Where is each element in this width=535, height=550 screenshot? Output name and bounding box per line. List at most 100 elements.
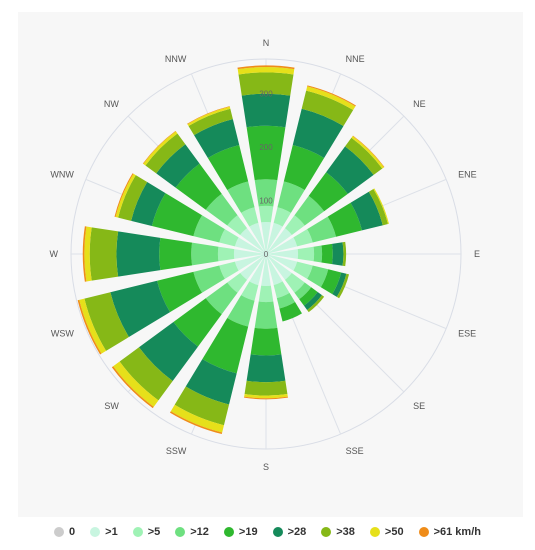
sector-nw-gt1	[240, 228, 266, 254]
radial-tick-label: 100	[259, 197, 273, 206]
legend-label: >5	[147, 526, 161, 538]
sector-n-gt1	[261, 221, 271, 254]
sector-sw-gt5	[227, 272, 248, 293]
sector-sw-gt12	[205, 282, 238, 315]
sector-ssw-gt12	[227, 295, 255, 327]
sector-ese-gt38	[336, 273, 350, 299]
sector-s-gt5	[258, 285, 274, 303]
sector-wsw-gt28	[110, 280, 171, 338]
sector-ene-gt38	[368, 188, 388, 226]
sector-sw-gt1	[240, 254, 266, 280]
sector-nw-gt5	[227, 215, 248, 236]
sector-n-gt19	[246, 125, 286, 181]
legend-item[interactable]: >12	[175, 526, 209, 538]
legend-swatch	[90, 527, 101, 537]
sector-wnw-gt50	[115, 173, 136, 218]
sector-w-gt61	[82, 226, 87, 282]
legend-label: >61 km/h	[433, 526, 481, 538]
sector-w-gt50	[84, 226, 92, 282]
sector-e-gt12	[313, 245, 323, 263]
sector-wsw-gt50	[79, 298, 107, 354]
sector-nne-gt12	[277, 181, 305, 213]
sector-wnw-gt61	[114, 173, 134, 218]
sector-se-gt1	[266, 254, 292, 280]
sector-ene-gt12	[307, 216, 337, 243]
legend-swatch	[369, 527, 380, 537]
direction-label-nne: NNE	[346, 54, 365, 64]
sector-sw-gt50	[113, 361, 159, 407]
sector-wsw-gt19	[157, 271, 203, 313]
legend-swatch	[175, 527, 186, 537]
direction-label-ese: ESE	[458, 329, 476, 339]
legend-item[interactable]: >38	[321, 526, 355, 538]
sector-w-gt5	[217, 246, 235, 262]
sector-wsw-gt1	[234, 254, 266, 271]
sector-e-gt5	[297, 246, 315, 262]
sector-sse-gt1	[266, 254, 283, 286]
sector-ne-gt1	[266, 228, 292, 254]
sector-wsw-gt12	[193, 265, 225, 293]
sector-e-gt19	[321, 243, 333, 265]
sector-nne-gt50	[306, 86, 356, 111]
legend-swatch	[321, 527, 332, 537]
sector-s-gt50	[244, 393, 288, 399]
legend-swatch	[418, 527, 429, 537]
sector-w-gt1	[233, 249, 266, 259]
legend-swatch	[223, 527, 234, 537]
direction-label-sse: SSE	[346, 446, 364, 456]
sector-w-gt38	[89, 227, 119, 281]
legend-item[interactable]: >28	[272, 526, 307, 538]
direction-label-se: SE	[413, 401, 425, 411]
sector-nnw-gt12	[227, 181, 255, 213]
legend-label: >12	[190, 526, 209, 538]
sector-sw-gt19	[173, 298, 222, 347]
sector-n-gt28	[241, 93, 291, 128]
direction-label-sw: SW	[104, 401, 119, 411]
sector-s-gt12	[254, 301, 278, 329]
legend-item[interactable]: 0	[54, 526, 75, 538]
legend-item[interactable]: >61 km/h	[418, 526, 481, 538]
legend-item[interactable]: >50	[369, 526, 404, 538]
direction-label-nnw: NNW	[165, 54, 187, 64]
sector-sse-gt5	[273, 281, 290, 299]
chart-frame: 0 100 200 300 N NNE NE ENE E ESE SE SSE S SSW SW WSW W WN…	[18, 12, 523, 517]
legend-swatch	[132, 527, 143, 537]
sector-e-gt1	[266, 249, 299, 259]
sector-w-gt12	[191, 242, 219, 266]
sector-nne-gt61	[307, 85, 356, 107]
legend-label: >38	[336, 526, 355, 538]
sector-ssw-gt5	[241, 281, 259, 301]
sector-w-gt28	[116, 231, 161, 277]
sector-wsw-gt5	[219, 261, 239, 279]
sector-nne-gt38	[301, 90, 354, 127]
sector-e-gt28	[332, 242, 344, 266]
sector-ene-gt19	[327, 202, 362, 237]
legend-item[interactable]: >19	[223, 526, 258, 538]
sector-wsw-gt61	[77, 299, 102, 355]
legend-item[interactable]: >5	[132, 526, 161, 538]
sector-sse-gt12	[276, 292, 296, 309]
sector-wnw-gt12	[193, 215, 225, 243]
legend-swatch	[54, 527, 65, 537]
sector-ssw-gt1	[249, 254, 266, 286]
sector-ene-gt5	[293, 229, 313, 247]
sector-s-gt61	[244, 396, 288, 400]
legend-swatch	[272, 527, 283, 537]
sector-ese-gt5	[293, 261, 313, 279]
direction-label-ssw: SSW	[166, 446, 187, 456]
sector-nnw-gt50	[187, 106, 231, 127]
sector-wsw-gt38	[84, 292, 129, 351]
legend-item[interactable]: >1	[90, 526, 118, 538]
legend-label: >28	[287, 526, 307, 538]
sector-ne-gt28	[326, 146, 374, 194]
legend-label: >19	[238, 526, 258, 538]
direction-label-ene: ENE	[458, 169, 477, 179]
sector-s-gt19	[250, 327, 282, 356]
sector-ne-gt38	[345, 137, 383, 175]
sector-nw-gt38	[145, 133, 186, 174]
sector-ne-gt5	[284, 215, 305, 236]
sector-wnw-gt1	[234, 237, 266, 254]
sector-nw-gt50	[143, 131, 178, 166]
sector-wnw-gt28	[131, 182, 166, 226]
sector-nne-gt1	[266, 222, 283, 254]
